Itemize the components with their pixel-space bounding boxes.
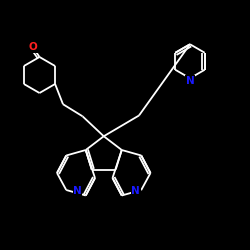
Text: O: O <box>28 42 38 52</box>
Text: N: N <box>186 76 194 86</box>
Text: N: N <box>132 186 140 196</box>
Text: N: N <box>73 186 82 196</box>
